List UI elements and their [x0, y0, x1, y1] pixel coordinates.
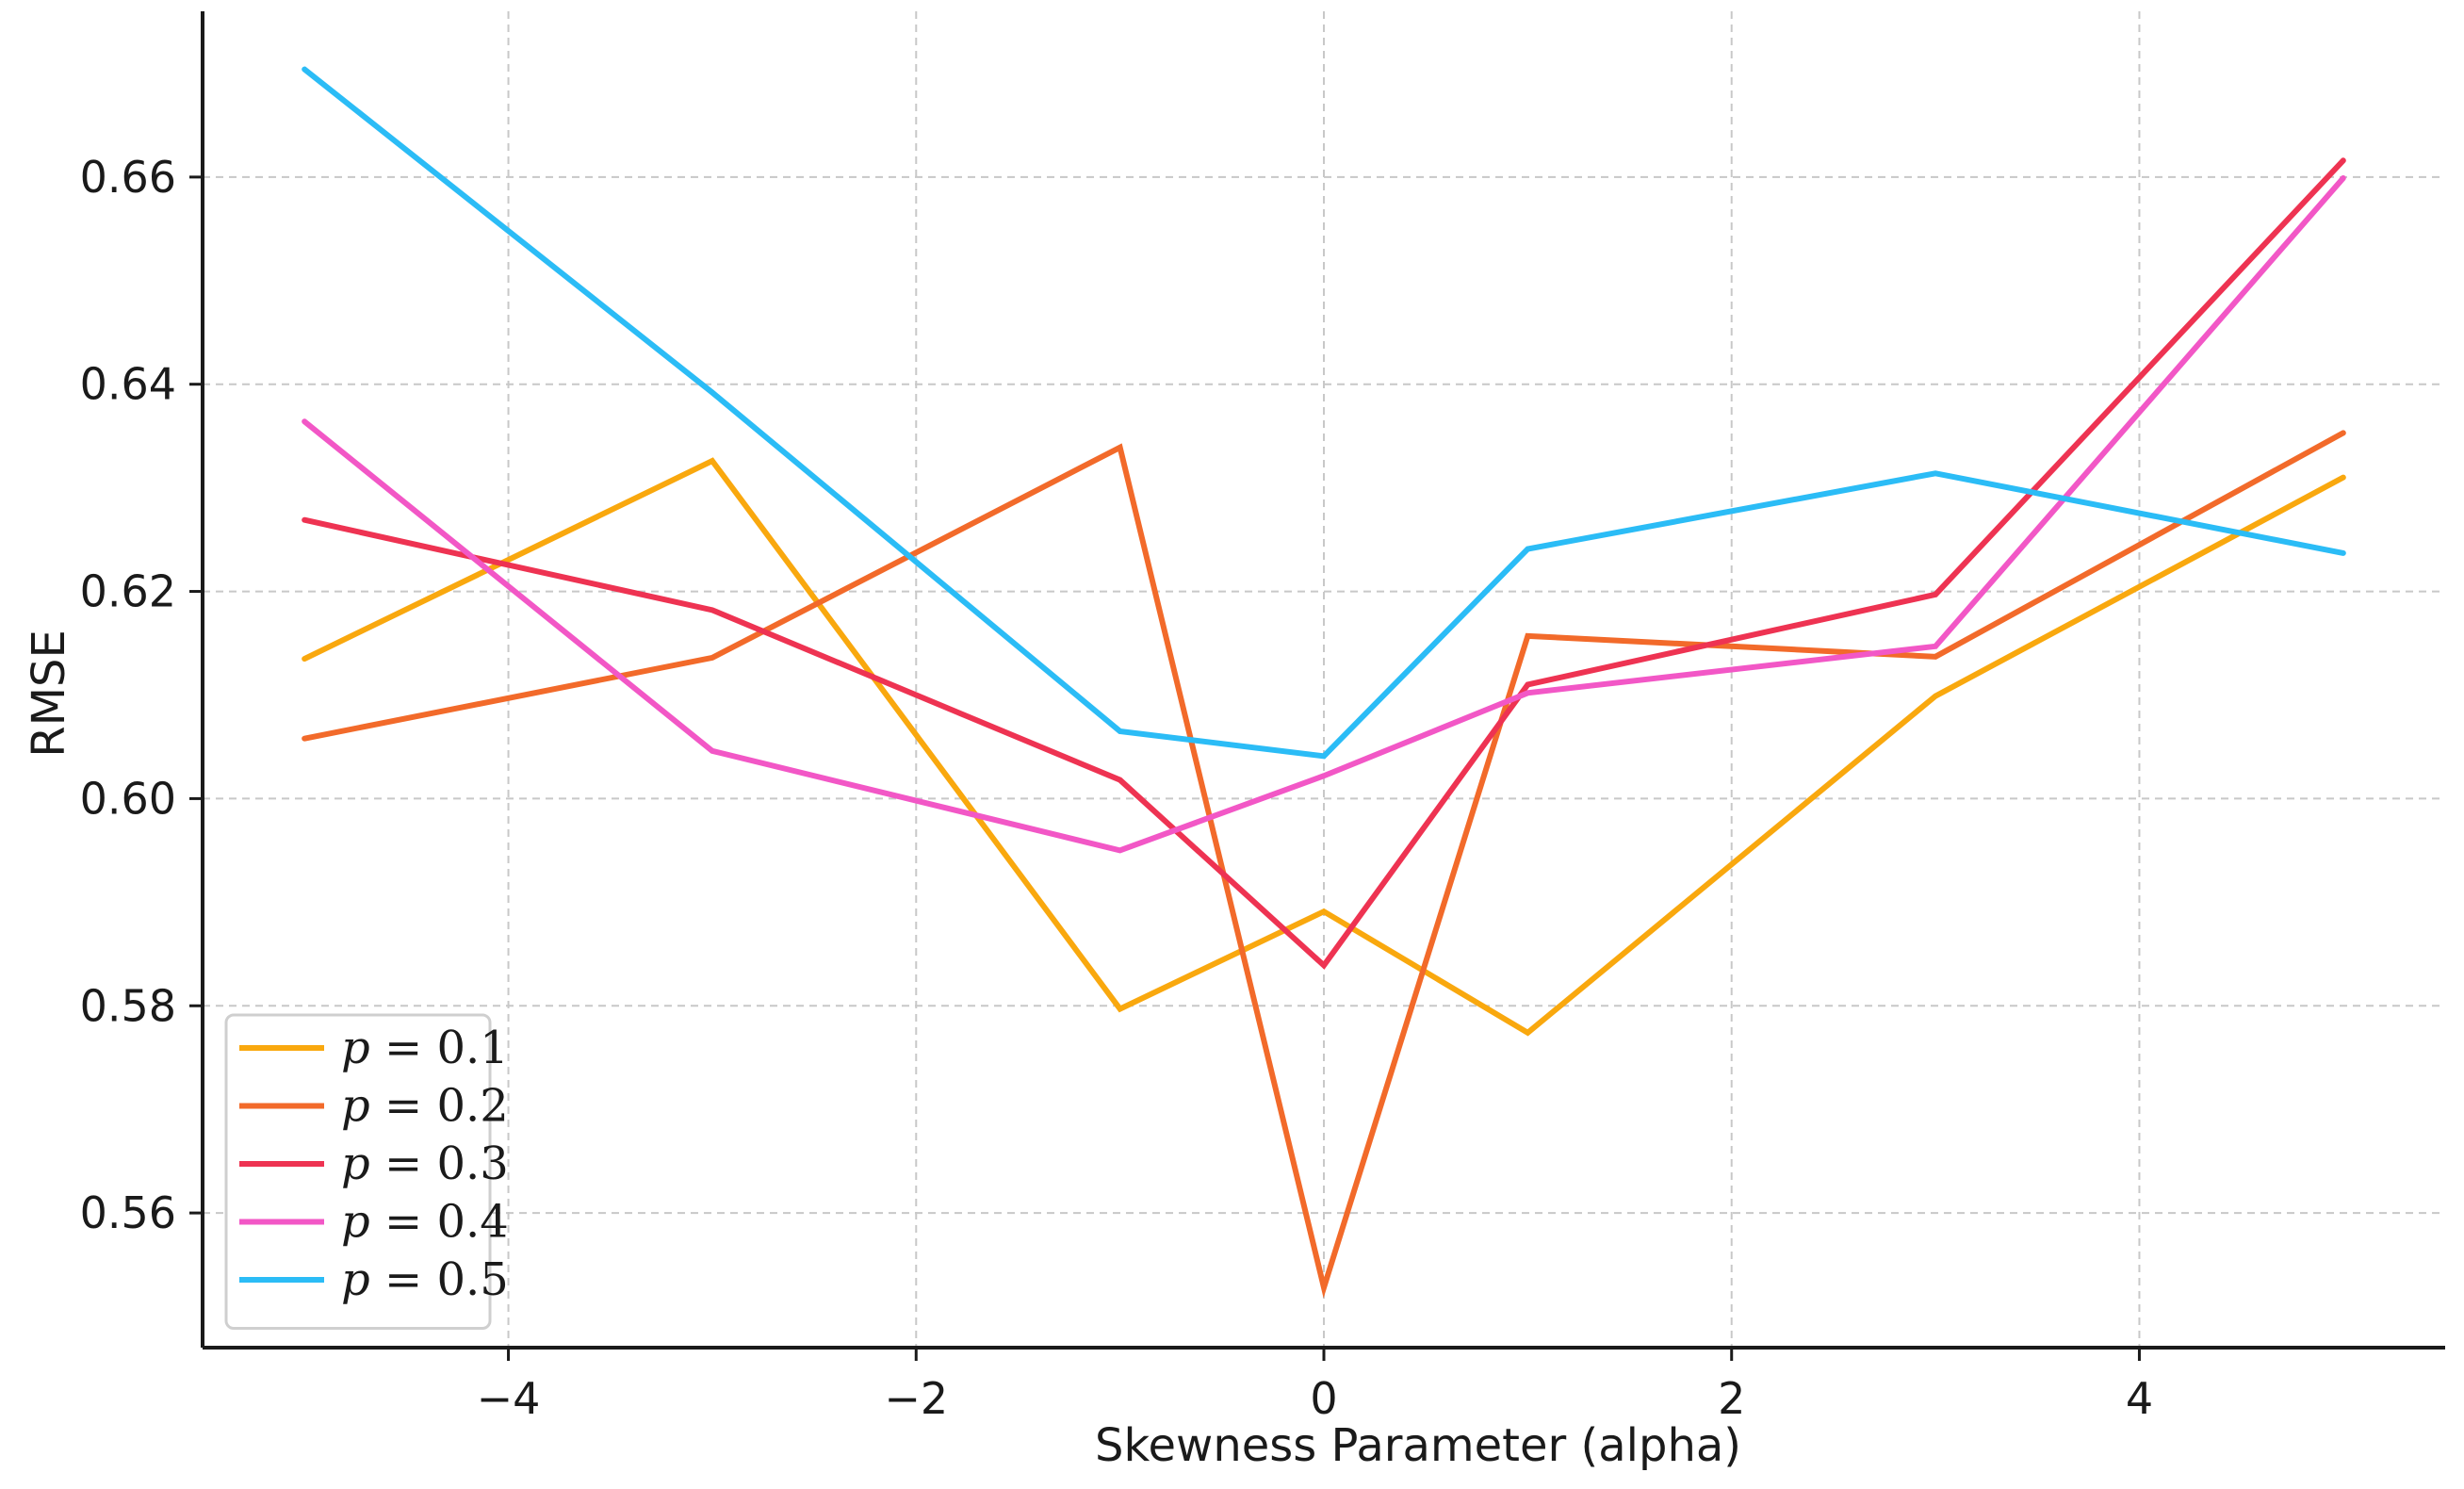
series-lines [302, 66, 2346, 1299]
x-axis-label: Skewness Parameter (alpha) [1095, 1419, 1741, 1472]
x-tick-label: 0 [1310, 1373, 1337, 1424]
gridlines [203, 11, 2445, 1348]
x-axis-ticks: −4 −2 0 2 4 [477, 1348, 2153, 1424]
legend: p = 0.1 p = 0.2p = 0.3 p = 0.4p = 0.5 [224, 1013, 509, 1330]
x-tick-label: −2 [884, 1373, 948, 1424]
legend-label: p = 0.4 [341, 1196, 509, 1249]
x-tick-label: 2 [1718, 1373, 1745, 1424]
legend-label: p = 0.3 [341, 1137, 509, 1190]
y-tick-label: 0.64 [80, 359, 176, 410]
series-line [302, 66, 2346, 760]
legend-label: p = 0.5 [341, 1253, 509, 1306]
y-tick-label: 0.62 [80, 566, 176, 617]
y-tick-label: 0.66 [80, 152, 176, 203]
y-tick-label: 0.56 [80, 1187, 176, 1238]
y-tick-label: 0.58 [80, 980, 176, 1031]
y-axis-ticks: 0.56 0.58 0.60 0.62 0.64 0.66 [80, 152, 203, 1238]
legend-label: p = 0.1 [341, 1022, 509, 1074]
y-axis-label: RMSE [23, 630, 75, 758]
x-tick-label: −4 [477, 1373, 541, 1424]
series-line [302, 157, 2346, 970]
y-tick-label: 0.60 [80, 773, 176, 824]
legend-box [224, 1013, 492, 1330]
series-line [302, 457, 2346, 1037]
series-line [302, 174, 2346, 854]
legend-label: p = 0.2 [341, 1080, 509, 1133]
series-line [302, 430, 2346, 1299]
x-tick-label: 4 [2126, 1373, 2153, 1424]
